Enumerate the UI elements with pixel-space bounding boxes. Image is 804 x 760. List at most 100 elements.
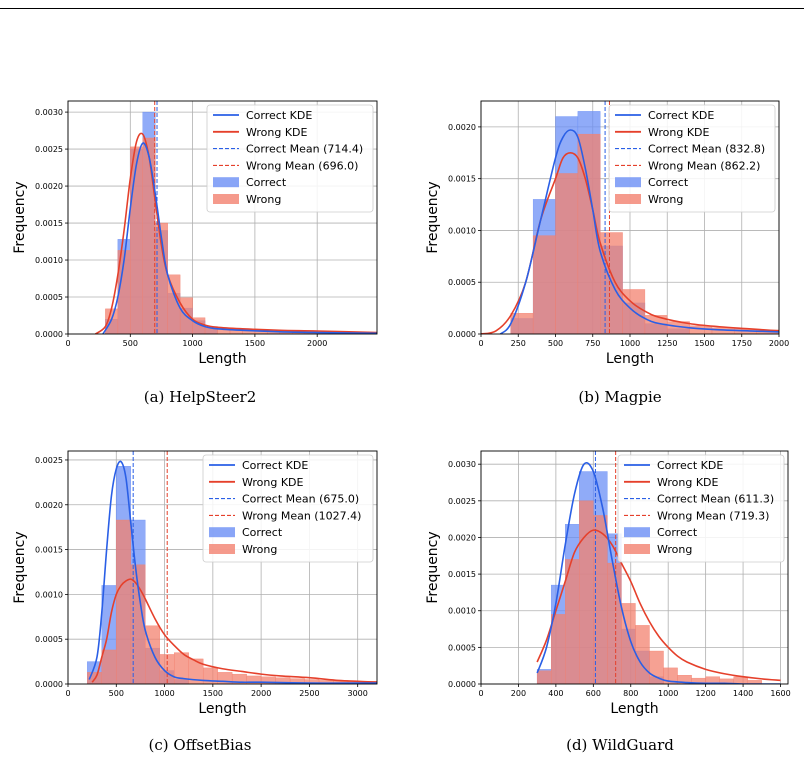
legend: Correct KDE Wrong KDE Correct Mean (714.4)… bbox=[206, 104, 374, 213]
y-tick-label: 0.0010 bbox=[448, 607, 476, 616]
chart-panel-helpsteer2: 0 500 1000 1500 2000 0.0000 0.0005 0.0010 0.0015… bbox=[0, 90, 402, 367]
plot-frame bbox=[480, 450, 789, 685]
legend-label-correct-mean: Correct Mean (611.3) bbox=[657, 493, 774, 506]
y-tick-label: 0.0020 bbox=[35, 182, 63, 191]
legend: Correct KDE Wrong KDE Correct Mean (832.8)… bbox=[608, 104, 776, 213]
legend-box bbox=[206, 104, 374, 213]
wrong-bar bbox=[101, 649, 117, 684]
plot-frame bbox=[67, 450, 378, 685]
legend-label-correct-kde: Correct KDE bbox=[648, 109, 714, 122]
y-tick-label: 0.0010 bbox=[35, 256, 63, 265]
y-tick-label: 0.0000 bbox=[448, 680, 476, 689]
legend-label-correct-kde: Correct KDE bbox=[246, 109, 312, 122]
wrong-bar bbox=[532, 235, 556, 334]
y-tick-label: 0.0015 bbox=[35, 219, 63, 228]
wrong-kde-line bbox=[91, 578, 377, 684]
wrong-bar bbox=[550, 614, 566, 684]
wrong-bar bbox=[536, 670, 552, 684]
correct-kde-line bbox=[102, 142, 377, 334]
legend-label-wrong-mean: Wrong Mean (696.0) bbox=[246, 159, 358, 172]
x-tick-label: 500 bbox=[123, 339, 138, 348]
caption-helpsteer2: (a) HelpSteer2 bbox=[143, 388, 257, 406]
legend-label-wrong-hist: Wrong bbox=[657, 543, 692, 556]
legend-swatch-wrong-hist bbox=[615, 194, 641, 204]
y-tick-label: 0.0015 bbox=[448, 175, 476, 184]
legend-label-correct-hist: Correct bbox=[242, 526, 283, 539]
chart-panel-offsetbias: 0 500 1000 1500 2000 2500 3000 0.0000 0.0005 0.00… bbox=[0, 440, 402, 717]
legend: Correct KDE Wrong KDE Correct Mean (611.3)… bbox=[617, 454, 785, 563]
legend-label-wrong-mean: Wrong Mean (719.3) bbox=[657, 509, 769, 522]
caption-offsetbias: (c) OffsetBias bbox=[148, 736, 252, 754]
x-tick-label: 3000 bbox=[348, 689, 368, 698]
x-tick-label: 2000 bbox=[307, 339, 327, 348]
x-tick-label: 1400 bbox=[733, 689, 753, 698]
correct-kde-line bbox=[88, 460, 377, 684]
x-tick-label: 800 bbox=[623, 689, 638, 698]
wrong-bar bbox=[635, 625, 650, 684]
x-tick-label: 250 bbox=[511, 339, 526, 348]
x-tick-label: 600 bbox=[586, 689, 601, 698]
y-tick-label: 0.0020 bbox=[448, 533, 476, 542]
x-tick-label: 1750 bbox=[732, 339, 752, 348]
y-axis-label: Frequency bbox=[425, 181, 441, 253]
top-rule bbox=[0, 8, 804, 9]
wrong-bar bbox=[145, 625, 160, 684]
wrong-bar bbox=[142, 137, 156, 334]
legend-label-wrong-mean: Wrong Mean (1027.4) bbox=[242, 509, 361, 522]
x-tick-label: 0 bbox=[478, 339, 483, 348]
x-tick-label: 500 bbox=[548, 339, 563, 348]
legend-label-wrong-kde: Wrong KDE bbox=[242, 476, 304, 489]
x-tick-label: 1500 bbox=[203, 689, 223, 698]
wrong-kde-line bbox=[536, 529, 781, 682]
caption-wildguard: (d) WildGuard bbox=[566, 736, 674, 754]
y-tick-label: 0.0000 bbox=[35, 330, 63, 339]
y-tick-label: 0.0025 bbox=[35, 145, 63, 154]
legend-label-correct-kde: Correct KDE bbox=[242, 459, 308, 472]
chart-panel-wildguard: 0 200 400 600 800 1000 1200 1400 1600 0.0000 0.000… bbox=[408, 440, 804, 717]
y-axis-label: Frequency bbox=[425, 531, 441, 603]
x-tick-label: 0 bbox=[65, 339, 70, 348]
y-tick-label: 0.0005 bbox=[448, 278, 476, 287]
legend-label-correct-mean: Correct Mean (832.8) bbox=[648, 143, 765, 156]
legend-label-wrong-hist: Wrong bbox=[648, 193, 683, 206]
y-tick-label: 0.0025 bbox=[35, 456, 63, 465]
legend-swatch-correct-hist bbox=[624, 527, 650, 538]
wrong-bar bbox=[116, 519, 131, 684]
wrong-bar bbox=[579, 500, 594, 684]
legend-label-correct-mean: Correct Mean (675.0) bbox=[242, 493, 359, 506]
y-tick-label: 0.0015 bbox=[35, 546, 63, 555]
x-tick-label: 1000 bbox=[620, 339, 640, 348]
wrong-bar bbox=[130, 146, 143, 334]
x-tick-label: 500 bbox=[109, 689, 124, 698]
x-axis-label: Length bbox=[198, 701, 246, 717]
wrong-bar bbox=[555, 173, 579, 334]
legend-label-correct-mean: Correct Mean (714.4) bbox=[246, 143, 363, 156]
legend-label-wrong-kde: Wrong KDE bbox=[246, 126, 308, 139]
legend-swatch-correct-hist bbox=[213, 177, 239, 188]
legend-swatch-correct-hist bbox=[615, 177, 641, 188]
wrong-kde-line bbox=[94, 132, 377, 334]
x-tick-label: 1500 bbox=[245, 339, 265, 348]
legend: Correct KDE Wrong KDE Correct Mean (675.0)… bbox=[202, 454, 374, 563]
y-tick-label: 0.0020 bbox=[448, 123, 476, 132]
x-tick-label: 2500 bbox=[299, 689, 319, 698]
y-tick-label: 0.0030 bbox=[35, 108, 63, 117]
correct-kde-line bbox=[536, 461, 781, 684]
x-tick-label: 2000 bbox=[769, 339, 789, 348]
y-tick-label: 0.0005 bbox=[35, 635, 63, 644]
wrong-bar bbox=[565, 559, 580, 684]
y-tick-label: 0.0000 bbox=[35, 680, 63, 689]
chart-offsetbias: 0 500 1000 1500 2000 2500 3000 0.0000 0.0005 0.00… bbox=[12, 450, 378, 717]
y-tick-label: 0.0025 bbox=[448, 497, 476, 506]
wrong-histogram bbox=[105, 137, 377, 334]
y-axis-label: Frequency bbox=[12, 181, 28, 253]
x-tick-label: 1600 bbox=[770, 689, 790, 698]
y-tick-label: 0.0010 bbox=[35, 590, 63, 599]
x-tick-label: 1000 bbox=[154, 689, 174, 698]
x-tick-label: 1200 bbox=[695, 689, 715, 698]
legend-label-correct-hist: Correct bbox=[648, 176, 689, 189]
y-tick-label: 0.0010 bbox=[448, 226, 476, 235]
wrong-bar bbox=[607, 562, 622, 684]
legend-swatch-correct-hist bbox=[209, 527, 235, 538]
x-tick-label: 1500 bbox=[694, 339, 714, 348]
